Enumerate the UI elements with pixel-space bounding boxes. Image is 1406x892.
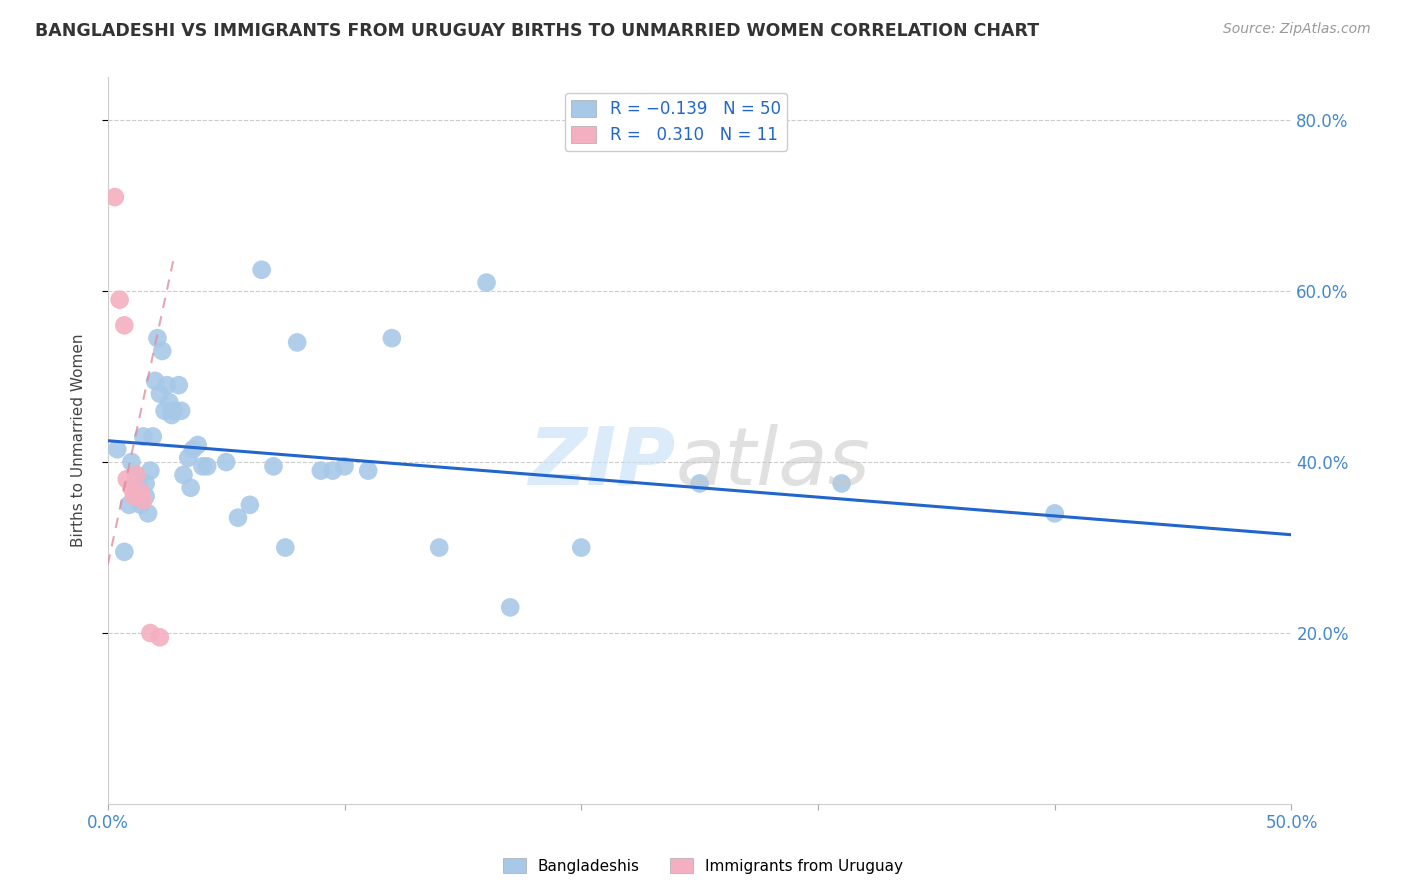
Point xyxy=(177,450,200,465)
Text: ZIP: ZIP xyxy=(529,424,676,501)
Point xyxy=(831,476,853,491)
Point xyxy=(263,459,285,474)
Point xyxy=(105,442,128,457)
Point xyxy=(180,481,202,495)
Point xyxy=(239,498,262,512)
Point xyxy=(167,378,190,392)
Point xyxy=(309,464,332,478)
Point xyxy=(135,489,157,503)
Point xyxy=(118,498,141,512)
Legend: R = −0.139   N = 50, R =   0.310   N = 11: R = −0.139 N = 50, R = 0.310 N = 11 xyxy=(565,93,787,151)
Point xyxy=(333,459,356,474)
Text: BANGLADESHI VS IMMIGRANTS FROM URUGUAY BIRTHS TO UNMARRIED WOMEN CORRELATION CHA: BANGLADESHI VS IMMIGRANTS FROM URUGUAY B… xyxy=(35,22,1039,40)
Point xyxy=(120,481,142,495)
Text: Source: ZipAtlas.com: Source: ZipAtlas.com xyxy=(1223,22,1371,37)
Point xyxy=(146,331,169,345)
Point xyxy=(195,459,218,474)
Point xyxy=(132,429,155,443)
Point xyxy=(104,190,127,204)
Point xyxy=(149,386,172,401)
Point xyxy=(112,545,135,559)
Point xyxy=(173,467,195,482)
Point xyxy=(149,630,172,644)
Point xyxy=(129,498,152,512)
Point xyxy=(381,331,404,345)
Point xyxy=(499,600,522,615)
Point xyxy=(120,455,142,469)
Point xyxy=(115,472,138,486)
Point xyxy=(143,374,166,388)
Point xyxy=(129,485,152,500)
Point xyxy=(122,489,145,503)
Point xyxy=(274,541,297,555)
Point xyxy=(142,429,165,443)
Point xyxy=(569,541,592,555)
Point xyxy=(108,293,131,307)
Point xyxy=(136,507,159,521)
Point xyxy=(191,459,214,474)
Point xyxy=(689,476,711,491)
Point xyxy=(139,626,162,640)
Point xyxy=(163,404,186,418)
Point xyxy=(135,476,157,491)
Point xyxy=(250,262,273,277)
Point xyxy=(181,442,204,457)
Point xyxy=(160,408,183,422)
Point xyxy=(170,404,193,418)
Point xyxy=(132,493,155,508)
Point xyxy=(285,335,308,350)
Point xyxy=(427,541,450,555)
Point xyxy=(128,476,150,491)
Point xyxy=(187,438,209,452)
Text: atlas: atlas xyxy=(676,424,870,501)
Point xyxy=(215,455,238,469)
Point xyxy=(1043,507,1066,521)
Point xyxy=(150,343,173,358)
Point xyxy=(153,404,176,418)
Point xyxy=(322,464,344,478)
Point xyxy=(226,510,249,524)
Point xyxy=(125,467,148,482)
Point xyxy=(157,395,180,409)
Point xyxy=(156,378,179,392)
Point xyxy=(357,464,380,478)
Legend: Bangladeshis, Immigrants from Uruguay: Bangladeshis, Immigrants from Uruguay xyxy=(496,852,910,880)
Y-axis label: Births to Unmarried Women: Births to Unmarried Women xyxy=(72,334,86,548)
Point xyxy=(112,318,135,333)
Point xyxy=(475,276,498,290)
Point xyxy=(139,464,162,478)
Point xyxy=(125,467,148,482)
